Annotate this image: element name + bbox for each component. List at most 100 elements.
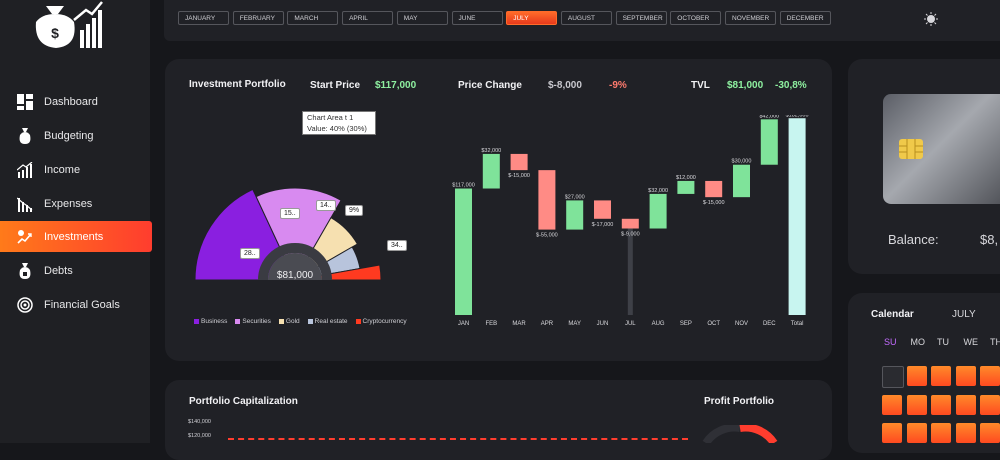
sidebar-item-budgeting[interactable]: Budgeting <box>0 120 152 151</box>
portfolio-allocation-chart[interactable]: $81,000 <box>185 170 405 320</box>
waterfall-bar-mar[interactable] <box>510 153 528 171</box>
sidebar-item-label: Expenses <box>44 197 93 210</box>
month-tab-october[interactable]: OCTOBER <box>670 11 722 25</box>
sidebar-item-investments[interactable]: Investments <box>0 221 152 252</box>
month-tab-july[interactable]: JULY <box>506 11 558 25</box>
theme-toggle-icon[interactable] <box>924 12 938 26</box>
tooltip-line-1: Chart Area t 1 <box>307 113 354 122</box>
legend-item: Gold <box>278 318 300 325</box>
portfolio-title: Investment Portfolio <box>189 79 286 90</box>
calendar-day-cell[interactable] <box>882 394 902 415</box>
waterfall-x-label: NOV <box>735 321 748 327</box>
waterfall-bar-oct[interactable] <box>705 180 723 198</box>
start-price-value: $117,000 <box>375 80 417 91</box>
income-chart-icon <box>16 161 34 179</box>
sidebar-item-financial-goals[interactable]: Financial Goals <box>0 289 152 320</box>
sidebar-item-label: Financial Goals <box>44 298 120 311</box>
legend-label: Real estate <box>314 318 348 325</box>
capitalization-y-label-1: $140,000 <box>188 419 211 425</box>
sidebar-item-label: Dashboard <box>44 95 98 108</box>
waterfall-bar-aug[interactable] <box>649 193 667 229</box>
legend-item: Securities <box>235 318 271 325</box>
waterfall-bar-jul[interactable] <box>621 218 639 229</box>
calendar-day-cell[interactable] <box>980 394 1000 415</box>
start-price-label: Start Price <box>310 80 361 91</box>
calendar-day-cell[interactable] <box>931 423 951 443</box>
waterfall-data-label: $32,000 <box>648 188 668 194</box>
sidebar-item-label: Investments <box>44 230 104 243</box>
pie-data-label: 15.. <box>280 208 300 219</box>
month-tab-february[interactable]: FEBRUARY <box>232 11 284 25</box>
tooltip-line-2: Value: 40% (30%) <box>307 124 367 133</box>
month-tab-may[interactable]: MAY <box>396 11 448 25</box>
pie-legend: Business Securities Gold Real estate Cryptoc… <box>194 318 415 325</box>
waterfall-data-label: $30,000 <box>732 159 752 165</box>
legend-label: Business <box>201 318 228 325</box>
waterfall-x-label: FEB <box>485 321 497 327</box>
waterfall-bar-nov[interactable] <box>733 164 750 198</box>
month-tab-january[interactable]: JANUARY <box>178 11 229 25</box>
waterfall-bar-sep[interactable] <box>677 180 695 194</box>
month-tab-november[interactable]: NOVEMBER <box>725 11 776 25</box>
calendar-day-cell[interactable] <box>955 366 976 386</box>
monthly-waterfall-chart[interactable]: $117,000 JAN $32,000 FEB $-15,000 MAR $-55,000… <box>440 115 820 330</box>
month-tab-september[interactable]: SEPTEMBER <box>615 11 667 25</box>
weekday-label: WE <box>963 337 979 347</box>
pie-slice-securities[interactable] <box>255 187 342 282</box>
waterfall-bar-jan[interactable] <box>455 188 472 315</box>
calendar-day-cell[interactable] <box>980 423 1000 443</box>
calendar-day-cell[interactable] <box>931 366 951 386</box>
capitalization-title: Portfolio Capitalization <box>189 396 298 407</box>
dashboard-icon <box>16 93 34 111</box>
waterfall-x-label: JUN <box>597 321 609 327</box>
weekday-label: TU <box>937 337 949 347</box>
price-change-label: Price Change <box>458 80 522 91</box>
calendar-day-cell[interactable] <box>906 394 927 415</box>
calendar-day-cell[interactable] <box>980 366 1000 386</box>
month-tab-december[interactable]: DECEMBER <box>779 11 831 25</box>
waterfall-data-label: $42,000 <box>759 115 779 119</box>
calendar-day-cell[interactable] <box>955 423 976 443</box>
waterfall-x-label: MAR <box>512 321 526 327</box>
budget-bag-icon <box>16 127 34 145</box>
waterfall-bar-total[interactable] <box>788 118 806 315</box>
gauge-ring <box>258 243 332 281</box>
pie-data-label: 9% <box>345 205 364 216</box>
waterfall-data-label: $-9,000 <box>621 232 640 238</box>
profit-portfolio-title: Profit Portfolio <box>704 396 774 407</box>
sidebar-item-debts[interactable]: Debts <box>0 255 152 286</box>
waterfall-data-label: $117,000 <box>452 183 475 189</box>
sidebar-item-dashboard[interactable]: Dashboard <box>0 86 152 117</box>
waterfall-bar-apr[interactable] <box>538 170 556 230</box>
month-tab-june[interactable]: JUNE <box>451 11 503 25</box>
gauge-center-value: $81,000 <box>277 270 314 281</box>
month-tab-march[interactable]: MARCH <box>287 11 339 25</box>
calendar-day-cell[interactable] <box>882 366 904 388</box>
waterfall-bar-jun[interactable] <box>594 200 611 219</box>
calendar-day-cell[interactable] <box>906 423 927 443</box>
tvl-value: $81,000 <box>727 80 764 91</box>
pie-data-label: 28.. <box>240 248 260 259</box>
price-change-percent: -9% <box>609 80 627 91</box>
calendar-day-cell[interactable] <box>955 394 976 415</box>
sidebar-item-income[interactable]: Income <box>0 154 152 185</box>
waterfall-data-label: $-15,000 <box>703 200 725 206</box>
waterfall-x-label: MAY <box>568 321 581 327</box>
calendar-day-cell[interactable] <box>882 423 902 443</box>
waterfall-x-label: OCT <box>707 321 720 327</box>
calendar-day-cell[interactable] <box>906 366 927 386</box>
calendar-day-cell[interactable] <box>931 394 951 415</box>
sidebar-item-expenses[interactable]: Expenses <box>0 188 152 219</box>
legend-label: Gold <box>285 318 300 325</box>
waterfall-bar-may[interactable] <box>566 200 584 230</box>
waterfall-x-label: Total <box>791 321 804 327</box>
tvl-label: TVL <box>691 80 710 91</box>
month-tab-august[interactable]: AUGUST <box>560 11 612 25</box>
waterfall-bar-feb[interactable] <box>482 153 500 189</box>
waterfall-x-label: DEC <box>763 321 776 327</box>
waterfall-x-label: JUL <box>625 321 636 327</box>
sidebar-item-label: Income <box>44 163 81 176</box>
month-tab-april[interactable]: APRIL <box>342 11 394 25</box>
legend-swatch <box>355 319 361 324</box>
waterfall-bar-dec[interactable] <box>760 119 778 165</box>
